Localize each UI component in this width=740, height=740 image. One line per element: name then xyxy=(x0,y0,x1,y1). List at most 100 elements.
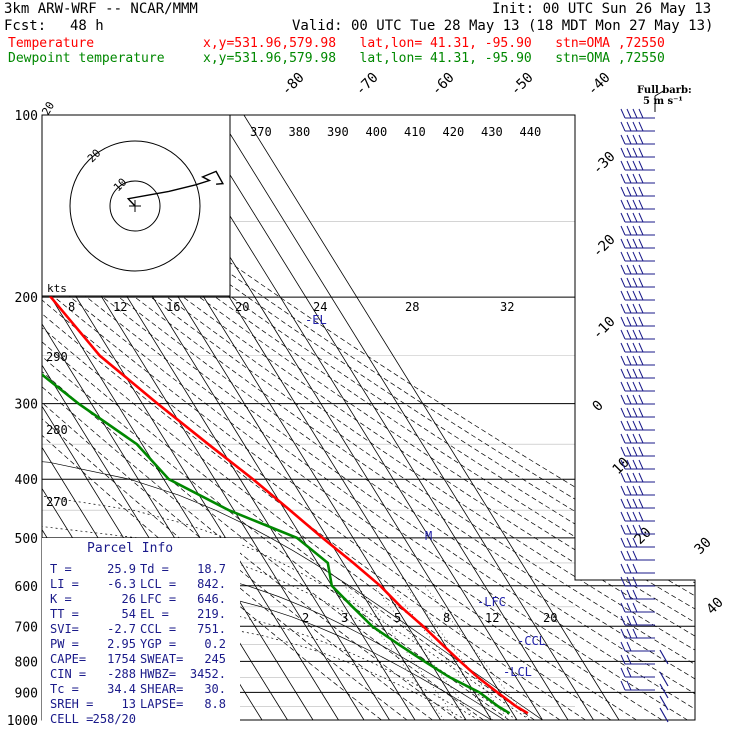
wind-barb-flag xyxy=(638,199,644,210)
parcel-value: 1754 xyxy=(107,652,136,666)
wind-scale-label: 20 xyxy=(235,300,249,314)
pressure-tick-label: 500 xyxy=(15,532,38,547)
parcel-value: 751. xyxy=(197,622,226,636)
wind-barb-flag xyxy=(626,615,632,626)
wind-scale-label: 28 xyxy=(405,300,419,314)
wind-barb-flag xyxy=(632,238,638,249)
wind-barb-flag xyxy=(626,290,632,301)
wind-barb-flag xyxy=(632,264,638,275)
wind-barb-flag xyxy=(638,524,644,535)
wind-barb-flag xyxy=(626,199,632,210)
wind-barb-flag xyxy=(626,654,632,665)
wind-barb-flag xyxy=(638,290,644,301)
wind-barb-flag xyxy=(626,355,632,366)
isotherm-line xyxy=(218,115,594,720)
wind-scale-label: 24 xyxy=(313,300,327,314)
forecast-hours: 48 h xyxy=(70,18,104,34)
wind-barb-flag xyxy=(632,368,638,379)
wind-barb-flag xyxy=(626,667,632,678)
parcel-key: Tc = xyxy=(50,682,79,696)
wind-barb-flag xyxy=(626,589,632,600)
wind-barb-flag xyxy=(632,550,638,561)
wind-barb-flag xyxy=(620,147,626,158)
wind-scale-label: 16 xyxy=(166,300,180,314)
parcel-key: TT = xyxy=(50,607,79,621)
wind-barb-flag xyxy=(626,498,632,509)
mixing-ratio-label: 12 xyxy=(485,611,499,625)
wind-barb-flag xyxy=(620,407,626,418)
wind-barb-flag xyxy=(626,121,632,132)
parcel-key: LCL = xyxy=(140,577,176,591)
wind-barb-flag xyxy=(632,433,638,444)
wind-barb-flag xyxy=(632,537,638,548)
wind-barb-flag xyxy=(620,251,626,262)
mixing-ratio-label: 2 xyxy=(302,611,309,625)
legend-dewpoint-info: x,y=531.96,579.98 lat,lon= 41.31, -95.90… xyxy=(203,51,665,66)
wind-barb-flag xyxy=(620,212,626,223)
level-marker: -LFC xyxy=(477,595,506,609)
wind-barb-flag xyxy=(626,680,632,691)
wind-barb-flag xyxy=(632,498,638,509)
wind-barb-flag xyxy=(638,147,644,158)
dry-adiabat xyxy=(42,115,637,720)
wind-barb-flag xyxy=(626,147,632,158)
pressure-tick-label: 900 xyxy=(15,686,38,701)
wind-barb-flag xyxy=(632,186,638,197)
wind-barb-flag xyxy=(638,212,644,223)
wind-barb-flag xyxy=(626,433,632,444)
parcel-key: CAPE= xyxy=(50,652,86,666)
theta-label: 430 xyxy=(481,125,503,139)
parcel-value: 18.7 xyxy=(197,562,226,576)
parcel-value: 13 xyxy=(122,697,136,711)
wind-barb-flag xyxy=(620,264,626,275)
wind-barb-flag xyxy=(626,563,632,574)
parcel-value: 3452. xyxy=(190,667,226,681)
wind-barb-flag xyxy=(638,316,644,327)
mixing-ratio-label: 8 xyxy=(443,611,450,625)
wind-barb-flag xyxy=(632,199,638,210)
isotherm-label: 40 xyxy=(704,595,727,618)
wind-barb-flag xyxy=(632,472,638,483)
parcel-value: 646. xyxy=(197,592,226,606)
wind-barb-flag xyxy=(620,394,626,405)
parcel-key: LAPSE= xyxy=(140,697,183,711)
mixing-ratio-label: 20 xyxy=(543,611,557,625)
wind-barb-flag xyxy=(632,173,638,184)
isotherm-label: -70 xyxy=(353,70,382,99)
isotherm-label: -30 xyxy=(590,149,619,178)
dry-adiabat xyxy=(42,115,695,720)
wind-barb-flag xyxy=(626,212,632,223)
hodograph-kts-label: kts xyxy=(47,282,67,295)
parcel-key: CIN = xyxy=(50,667,86,681)
level-marker: -LCL xyxy=(503,665,532,679)
temperature-trace xyxy=(42,115,529,715)
dry-adiabat xyxy=(42,115,561,720)
mixing-ratio-line xyxy=(374,585,476,720)
wind-barb-flag xyxy=(632,303,638,314)
wind-barb-flag xyxy=(620,602,626,613)
isotherm-label: -10 xyxy=(590,314,619,343)
wind-barb-flag xyxy=(620,290,626,301)
wind-barb-flag xyxy=(626,472,632,483)
parcel-value: 219. xyxy=(197,607,226,621)
wind-barb-flag xyxy=(620,186,626,197)
wind-barb-flag xyxy=(620,680,626,691)
wind-barb-flag xyxy=(620,654,626,665)
isotherm-label: 20 xyxy=(632,525,655,548)
wind-barb-flag xyxy=(620,537,626,548)
level-marker: -CCL xyxy=(517,634,546,648)
theta-label: 380 xyxy=(289,125,311,139)
parcel-value: -288 xyxy=(107,667,136,681)
isotherm-line xyxy=(192,115,569,720)
wind-barb-flag xyxy=(626,134,632,145)
parcel-key: EL = xyxy=(140,607,169,621)
wind-barb-flag xyxy=(632,251,638,262)
wind-barb-flag xyxy=(620,199,626,210)
wind-barb-flag xyxy=(632,420,638,431)
wind-barb-low xyxy=(659,707,669,723)
wind-barb-flag xyxy=(638,446,644,457)
wind-scale-label: 12 xyxy=(113,300,127,314)
wind-barb-flag xyxy=(620,628,626,639)
theta-label-left: 280 xyxy=(46,423,68,437)
wind-barb-flag xyxy=(638,108,644,119)
